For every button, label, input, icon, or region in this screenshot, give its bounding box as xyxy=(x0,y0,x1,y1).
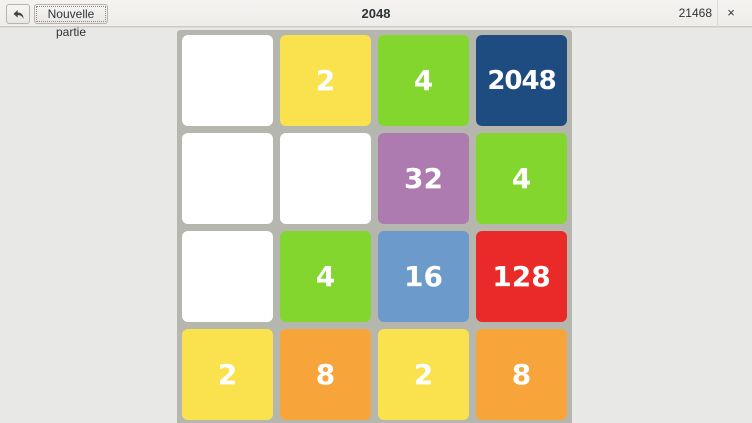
empty-cell xyxy=(280,133,371,224)
empty-cell xyxy=(182,231,273,322)
tile-2: 2 xyxy=(280,35,371,126)
tile-2: 2 xyxy=(182,329,273,420)
undo-arrow-icon xyxy=(7,8,29,21)
tile-128: 128 xyxy=(476,231,567,322)
new-game-button[interactable]: Nouvelle partie xyxy=(34,4,108,39)
game-area: 2 4 2048 32 4 4 16 128 2 8 2 8 xyxy=(0,28,752,423)
empty-cell xyxy=(182,35,273,126)
game-board: 2 4 2048 32 4 4 16 128 2 8 2 8 xyxy=(177,30,572,423)
tile-2048: 2048 xyxy=(476,35,567,126)
header-bar: Nouvelle partie 2048 21468 × xyxy=(0,0,752,39)
empty-cell xyxy=(182,133,273,224)
header-separator xyxy=(717,0,718,27)
tile-32: 32 xyxy=(378,133,469,224)
undo-button[interactable] xyxy=(6,4,30,24)
window-title: 2048 xyxy=(361,6,391,21)
tile-4: 4 xyxy=(476,133,567,224)
tile-4: 4 xyxy=(378,35,469,126)
tile-8: 8 xyxy=(476,329,567,420)
close-button[interactable]: × xyxy=(727,5,735,20)
score-value: 21468 xyxy=(678,6,712,20)
tile-4: 4 xyxy=(280,231,371,322)
tile-16: 16 xyxy=(378,231,469,322)
tile-8: 8 xyxy=(280,329,371,420)
tile-2: 2 xyxy=(378,329,469,420)
